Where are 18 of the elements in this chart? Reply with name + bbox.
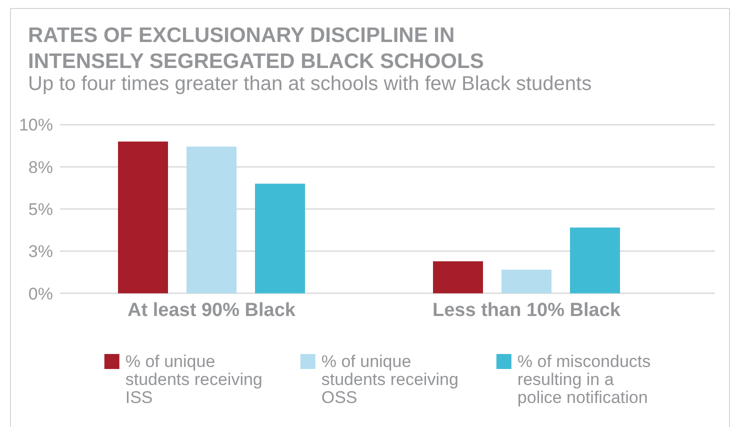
bar: [186, 146, 236, 294]
y-tick-label: 10%: [18, 116, 53, 135]
x-tick-label: Less than 10% Black: [432, 300, 621, 321]
bar: [433, 261, 483, 294]
y-tick-label: 0%: [28, 284, 53, 304]
chart-title: RATES OF EXCLUSIONARY DISCIPLINE IN INTENSELY SEGREGATED BLACK SCHOOLS: [28, 24, 484, 73]
legend-label: % of unique students receiving OSS: [321, 352, 458, 407]
bar: [570, 228, 620, 294]
y-tick-label: 5%: [28, 200, 53, 219]
legend-label: % of unique students receiving ISS: [125, 352, 262, 407]
legend-label: % of misconducts resulting in a police notification: [517, 352, 651, 407]
bar: [255, 184, 305, 294]
chart-subtitle: Up to four times greater than at schools with few Black students: [28, 73, 592, 95]
y-tick-label: 8%: [28, 158, 53, 177]
bar: [118, 142, 168, 294]
x-tick-label: At least 90% Black: [128, 300, 296, 321]
y-tick-label: 3%: [28, 242, 53, 262]
bar: [502, 270, 552, 294]
